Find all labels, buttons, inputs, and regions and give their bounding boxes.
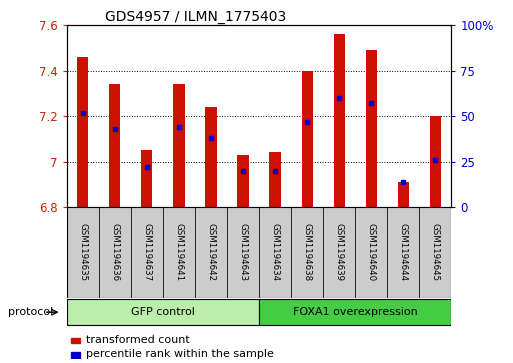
Bar <box>259 299 451 325</box>
Bar <box>205 107 216 207</box>
Text: GSM1194637: GSM1194637 <box>142 223 151 281</box>
Text: GSM1194643: GSM1194643 <box>239 223 248 281</box>
Text: percentile rank within the sample: percentile rank within the sample <box>86 350 274 359</box>
Bar <box>131 207 163 298</box>
Bar <box>141 150 152 207</box>
Bar <box>70 338 80 343</box>
Text: GSM1194645: GSM1194645 <box>431 223 440 281</box>
Text: GSM1194636: GSM1194636 <box>110 223 120 281</box>
Text: FOXA1 overexpression: FOXA1 overexpression <box>293 307 418 317</box>
Bar <box>291 207 323 298</box>
Bar <box>420 207 451 298</box>
Text: GSM1194639: GSM1194639 <box>334 223 344 281</box>
Bar <box>269 152 281 207</box>
Text: GDS4957 / ILMN_1775403: GDS4957 / ILMN_1775403 <box>105 11 286 24</box>
Text: GSM1194642: GSM1194642 <box>206 223 215 281</box>
Bar <box>323 207 355 298</box>
Bar <box>302 71 313 207</box>
Bar <box>430 116 441 207</box>
Bar <box>355 207 387 298</box>
Bar <box>333 34 345 207</box>
Text: GSM1194638: GSM1194638 <box>303 223 312 281</box>
Bar <box>109 85 121 207</box>
Text: GFP control: GFP control <box>131 307 195 317</box>
Text: GSM1194640: GSM1194640 <box>367 223 376 281</box>
Bar <box>98 207 131 298</box>
Bar <box>163 207 195 298</box>
Bar <box>67 207 98 298</box>
Bar <box>67 299 259 325</box>
Text: GSM1194635: GSM1194635 <box>78 223 87 281</box>
Bar <box>173 85 185 207</box>
Text: GSM1194634: GSM1194634 <box>270 223 280 281</box>
Text: protocol: protocol <box>8 307 53 317</box>
Bar <box>195 207 227 298</box>
Text: transformed count: transformed count <box>86 335 190 345</box>
Bar <box>77 57 88 207</box>
Bar <box>259 207 291 298</box>
Text: GSM1194641: GSM1194641 <box>174 223 184 281</box>
Text: GSM1194644: GSM1194644 <box>399 223 408 281</box>
Bar <box>70 352 80 358</box>
Bar <box>366 50 377 207</box>
Bar <box>398 182 409 207</box>
Bar <box>227 207 259 298</box>
Bar <box>238 155 249 207</box>
Bar <box>387 207 420 298</box>
